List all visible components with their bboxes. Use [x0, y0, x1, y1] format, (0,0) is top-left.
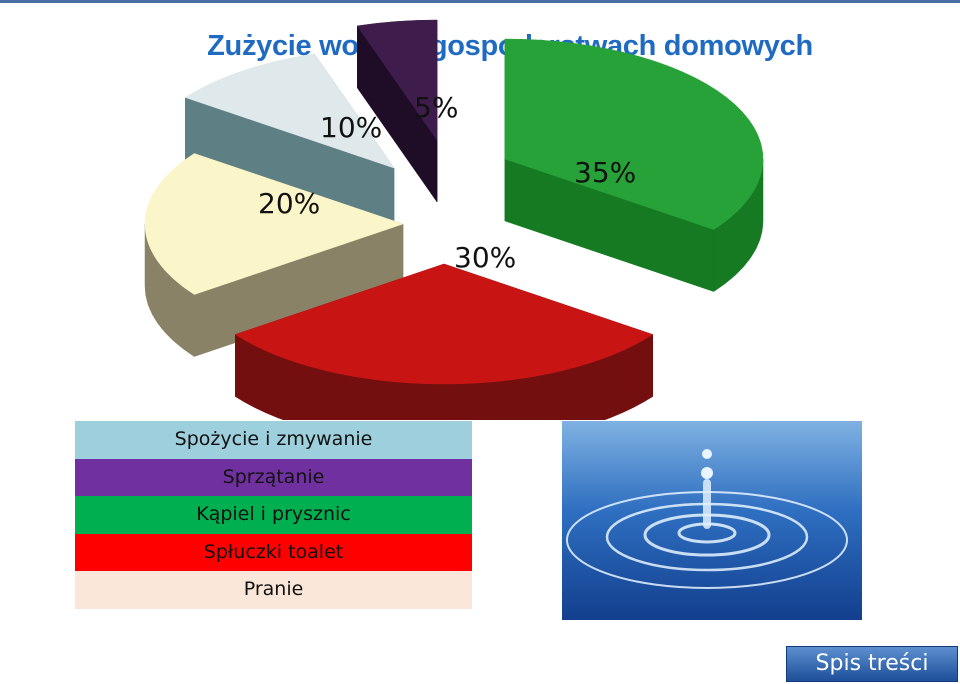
- legend-item: Pranie: [75, 571, 472, 609]
- legend-item: Kąpiel i prysznic: [75, 496, 472, 534]
- data-label: 5%: [414, 91, 458, 124]
- legend-item: Sprzątanie: [75, 458, 472, 497]
- pie-slice: [504, 38, 764, 292]
- data-label: 30%: [454, 241, 516, 274]
- legend-item: Spożycie i zmywanie: [75, 421, 472, 459]
- pie-slice: [356, 19, 438, 203]
- legend-item: Spłuczki toalet: [75, 533, 472, 572]
- data-label: 10%: [320, 111, 382, 144]
- pie-chart: 10% 5% 35% 30% 20%: [144, 19, 764, 420]
- table-of-contents-button[interactable]: Spis treści: [786, 646, 958, 682]
- data-label: 20%: [258, 187, 320, 220]
- top-rule: [0, 0, 960, 3]
- pie-slice: [144, 153, 404, 357]
- pie-slice: [234, 263, 654, 420]
- pie-slice: [184, 53, 395, 231]
- data-label: 35%: [574, 156, 636, 189]
- legend: Spożycie i zmywanie Sprzątanie Kąpiel i pr…: [75, 421, 472, 609]
- water-drop-photo: [562, 421, 862, 620]
